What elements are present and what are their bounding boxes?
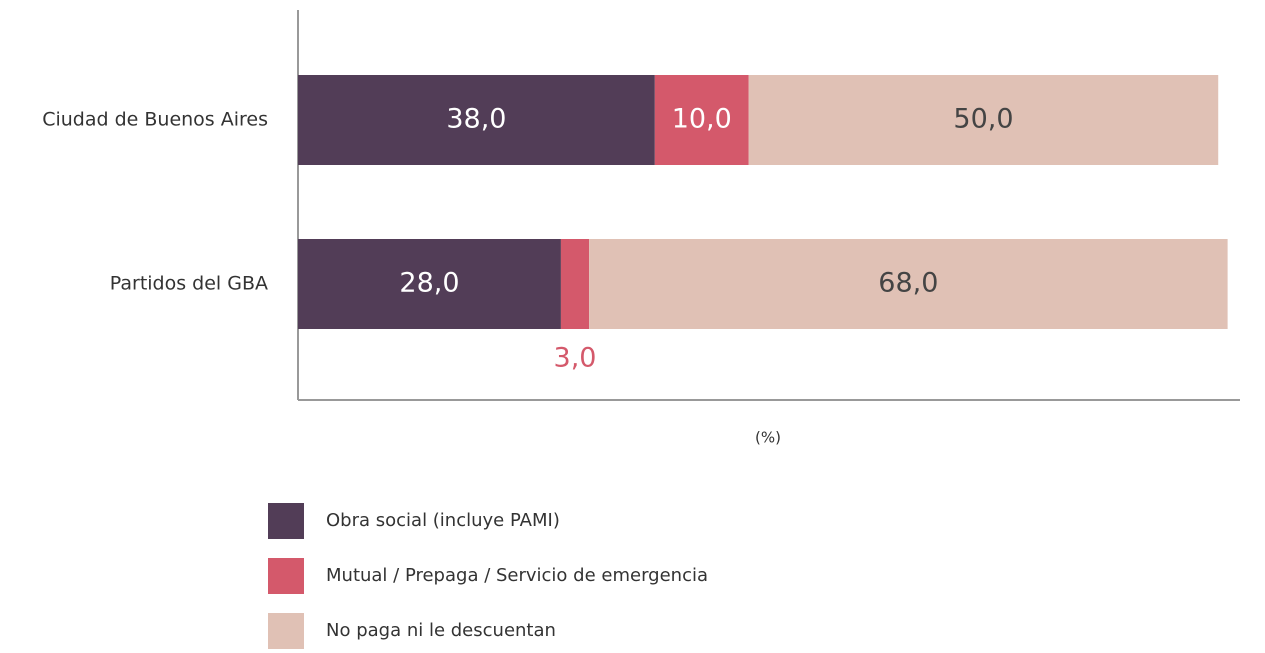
category-label: Ciudad de Buenos Aires — [42, 109, 268, 131]
bar-segment — [298, 239, 561, 329]
legend-swatch — [268, 503, 304, 539]
value-label: 28,0 — [399, 268, 459, 299]
value-label: 68,0 — [878, 268, 938, 299]
legend-swatch — [268, 558, 304, 594]
bar-segment — [298, 75, 655, 165]
value-label: 10,0 — [672, 104, 732, 135]
value-label: 3,0 — [554, 343, 597, 374]
legend-label: Obra social (incluye PAMI) — [326, 510, 560, 531]
legend-label: Mutual / Prepaga / Servicio de emergenci… — [326, 565, 708, 586]
value-label: 38,0 — [446, 104, 506, 135]
legend-swatch — [268, 613, 304, 649]
x-axis-label: (%) — [755, 429, 781, 447]
legend-label: No paga ni le descuentan — [326, 620, 556, 641]
bar-segment — [748, 75, 1219, 165]
value-label: 50,0 — [953, 104, 1013, 135]
bar-segment — [654, 75, 749, 165]
category-label: Partidos del GBA — [110, 273, 268, 295]
bar-segment — [589, 239, 1228, 329]
bar-segment — [560, 239, 590, 329]
